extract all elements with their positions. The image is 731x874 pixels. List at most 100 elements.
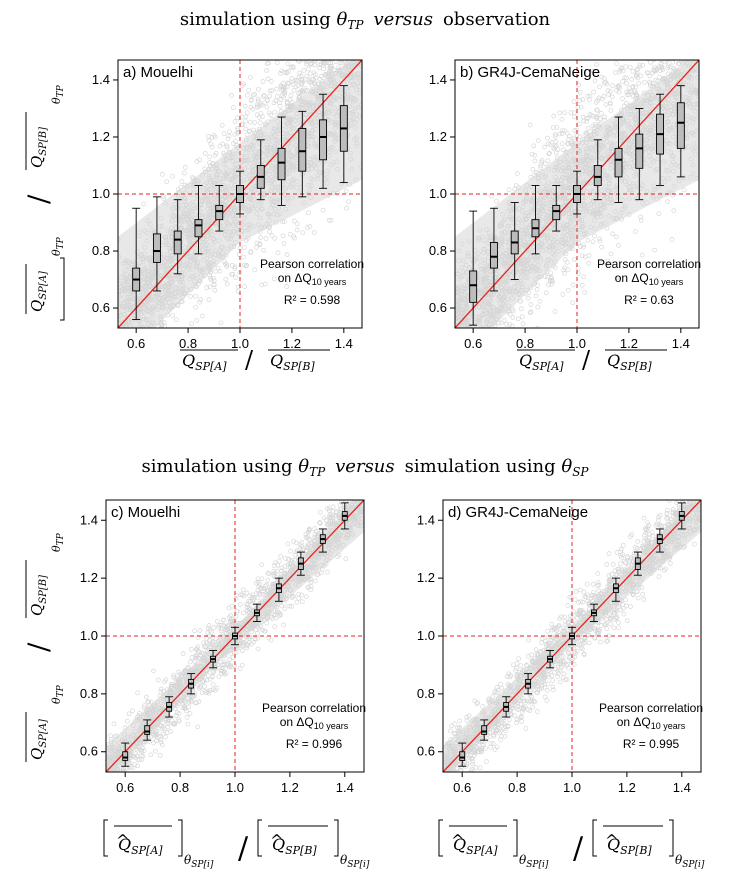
boxplot xyxy=(655,528,664,553)
q-symbol: Q xyxy=(453,835,466,854)
x-tick-label: 1.4 xyxy=(672,336,690,351)
boxplot xyxy=(568,626,576,646)
bottom-title: simulation using θTP versus simulation usi… xyxy=(142,456,590,479)
q-symbol: Q xyxy=(270,351,283,370)
x-axis-label-b: QSP[A] / QSP[B] xyxy=(517,346,667,374)
x-tick-label: 1.0 xyxy=(231,336,249,351)
boxplot xyxy=(480,719,489,741)
boxplot xyxy=(531,184,540,255)
theta-symbol: θ xyxy=(561,456,572,477)
slash: / xyxy=(582,346,591,374)
q-symbol: Q xyxy=(182,351,195,370)
panel-title: d) GR4J-CemaNeige xyxy=(448,504,588,521)
y-tick-label: 0.8 xyxy=(80,686,98,701)
box-iqr xyxy=(489,242,498,269)
q-symbol: Q xyxy=(519,351,532,370)
theta-symbol: θ xyxy=(519,853,527,867)
boxplot xyxy=(252,603,261,622)
annotation-line2: on ΔQ10 years xyxy=(617,715,686,731)
bottom-title-pre: simulation using xyxy=(142,456,299,477)
left-bracket xyxy=(592,819,597,857)
boxplot xyxy=(677,502,686,530)
box-iqr xyxy=(635,133,644,169)
subscript: SP[A] xyxy=(195,360,227,373)
box-iqr xyxy=(614,147,623,178)
panel-d: 0.6 0.8 1.0 1.2 1.4 0.6 0.8 1.0 1.2 1.4 d) GR4J-Ce… xyxy=(417,499,703,795)
box-iqr xyxy=(122,751,129,761)
box-iqr xyxy=(459,751,466,761)
y-tick-label: 1.0 xyxy=(429,186,447,201)
q-symbol: Q xyxy=(28,156,46,168)
annotation-prefix: on xyxy=(615,271,632,285)
svg-text:QSP[A]: QSP[A] xyxy=(182,351,227,373)
theta-symbol: θ xyxy=(50,545,63,552)
x-tick-label: 0.6 xyxy=(464,336,482,351)
top-title: simulation using θTP versus observation xyxy=(180,9,551,32)
box-iqr xyxy=(481,725,488,735)
q-symbol: Q xyxy=(28,604,46,616)
q-symbol: Q xyxy=(607,835,620,854)
subscript: SP[A] xyxy=(532,360,564,373)
svg-text:QSP[B]: QSP[B] xyxy=(270,351,315,373)
left-bracket xyxy=(103,819,108,857)
x-tick-label: 1.2 xyxy=(281,780,299,795)
y-tick-label: 0.6 xyxy=(417,744,435,759)
y-tick-label: 0.6 xyxy=(429,300,447,315)
x-tick-label: 0.8 xyxy=(516,336,534,351)
annotation-subscript: 10 years xyxy=(651,721,686,731)
hat: ^ xyxy=(116,831,129,850)
svg-text:QSP[B]: QSP[B] xyxy=(272,835,317,857)
boxplot xyxy=(469,210,478,326)
theta-subscript: TP xyxy=(347,18,364,32)
y-tick-label: 0.8 xyxy=(92,243,110,258)
boxplot xyxy=(187,673,196,695)
right-bracket xyxy=(513,819,518,857)
svg-text:θTP: θTP xyxy=(50,684,66,704)
x-axis-label-d: ^ QSP[A] θSP[i] / ^ QSP[B] θSP[i] xyxy=(438,819,705,870)
x-tick-label: 0.8 xyxy=(508,780,526,795)
annotation-line1: Pearson correlation xyxy=(262,701,366,715)
boxplot xyxy=(635,108,644,201)
x-tick-label: 1.4 xyxy=(335,336,353,351)
subscript: SP[B] xyxy=(38,575,49,604)
boxplot xyxy=(611,577,620,602)
annotation-prefix: on xyxy=(617,715,634,729)
x-tick-label: 1.0 xyxy=(568,336,586,351)
theta-symbol: θ xyxy=(340,853,348,867)
y-tick-label: 0.6 xyxy=(92,300,110,315)
boxplot xyxy=(274,577,283,602)
boxplot xyxy=(340,502,349,530)
top-title-pre: simulation using xyxy=(180,9,337,30)
subscript: SP[A] xyxy=(38,719,49,748)
x-tick-label: 0.8 xyxy=(171,780,189,795)
hat: ^ xyxy=(605,831,618,850)
theta-subscript: SP xyxy=(572,465,589,479)
slash: / xyxy=(573,831,584,866)
boxplot xyxy=(165,696,174,718)
top-title-versus: versus xyxy=(373,9,433,30)
theta-subscript: TP xyxy=(56,84,66,97)
panel-title: c) Mouelhi xyxy=(111,504,180,521)
boxplot xyxy=(215,184,224,232)
boxplot xyxy=(552,184,561,232)
x-tick-label: 0.6 xyxy=(453,780,471,795)
subscript: SP[A] xyxy=(466,844,498,857)
svg-text:QSP[A]: QSP[A] xyxy=(28,719,49,760)
y-tick-label: 1.4 xyxy=(80,512,98,527)
box-iqr xyxy=(552,204,561,221)
theta-symbol: θ xyxy=(50,249,63,256)
annotation-prefix: on xyxy=(280,715,297,729)
theta-subscript: TP xyxy=(56,236,66,249)
boxplot xyxy=(256,139,265,201)
boxplot xyxy=(656,93,665,186)
boxplot xyxy=(194,184,203,255)
annotation-line1: Pearson correlation xyxy=(599,701,703,715)
boxplot xyxy=(614,116,623,204)
x-tick-label: 0.6 xyxy=(127,336,145,351)
y-tick-label: 1.4 xyxy=(417,512,435,527)
x-tick-label: 1.2 xyxy=(283,336,301,351)
box-iqr xyxy=(469,270,478,303)
theta-subscript: TP xyxy=(56,532,66,545)
panel-title: a) Mouelhi xyxy=(123,64,193,81)
bottom-title-versus: versus xyxy=(335,456,395,477)
